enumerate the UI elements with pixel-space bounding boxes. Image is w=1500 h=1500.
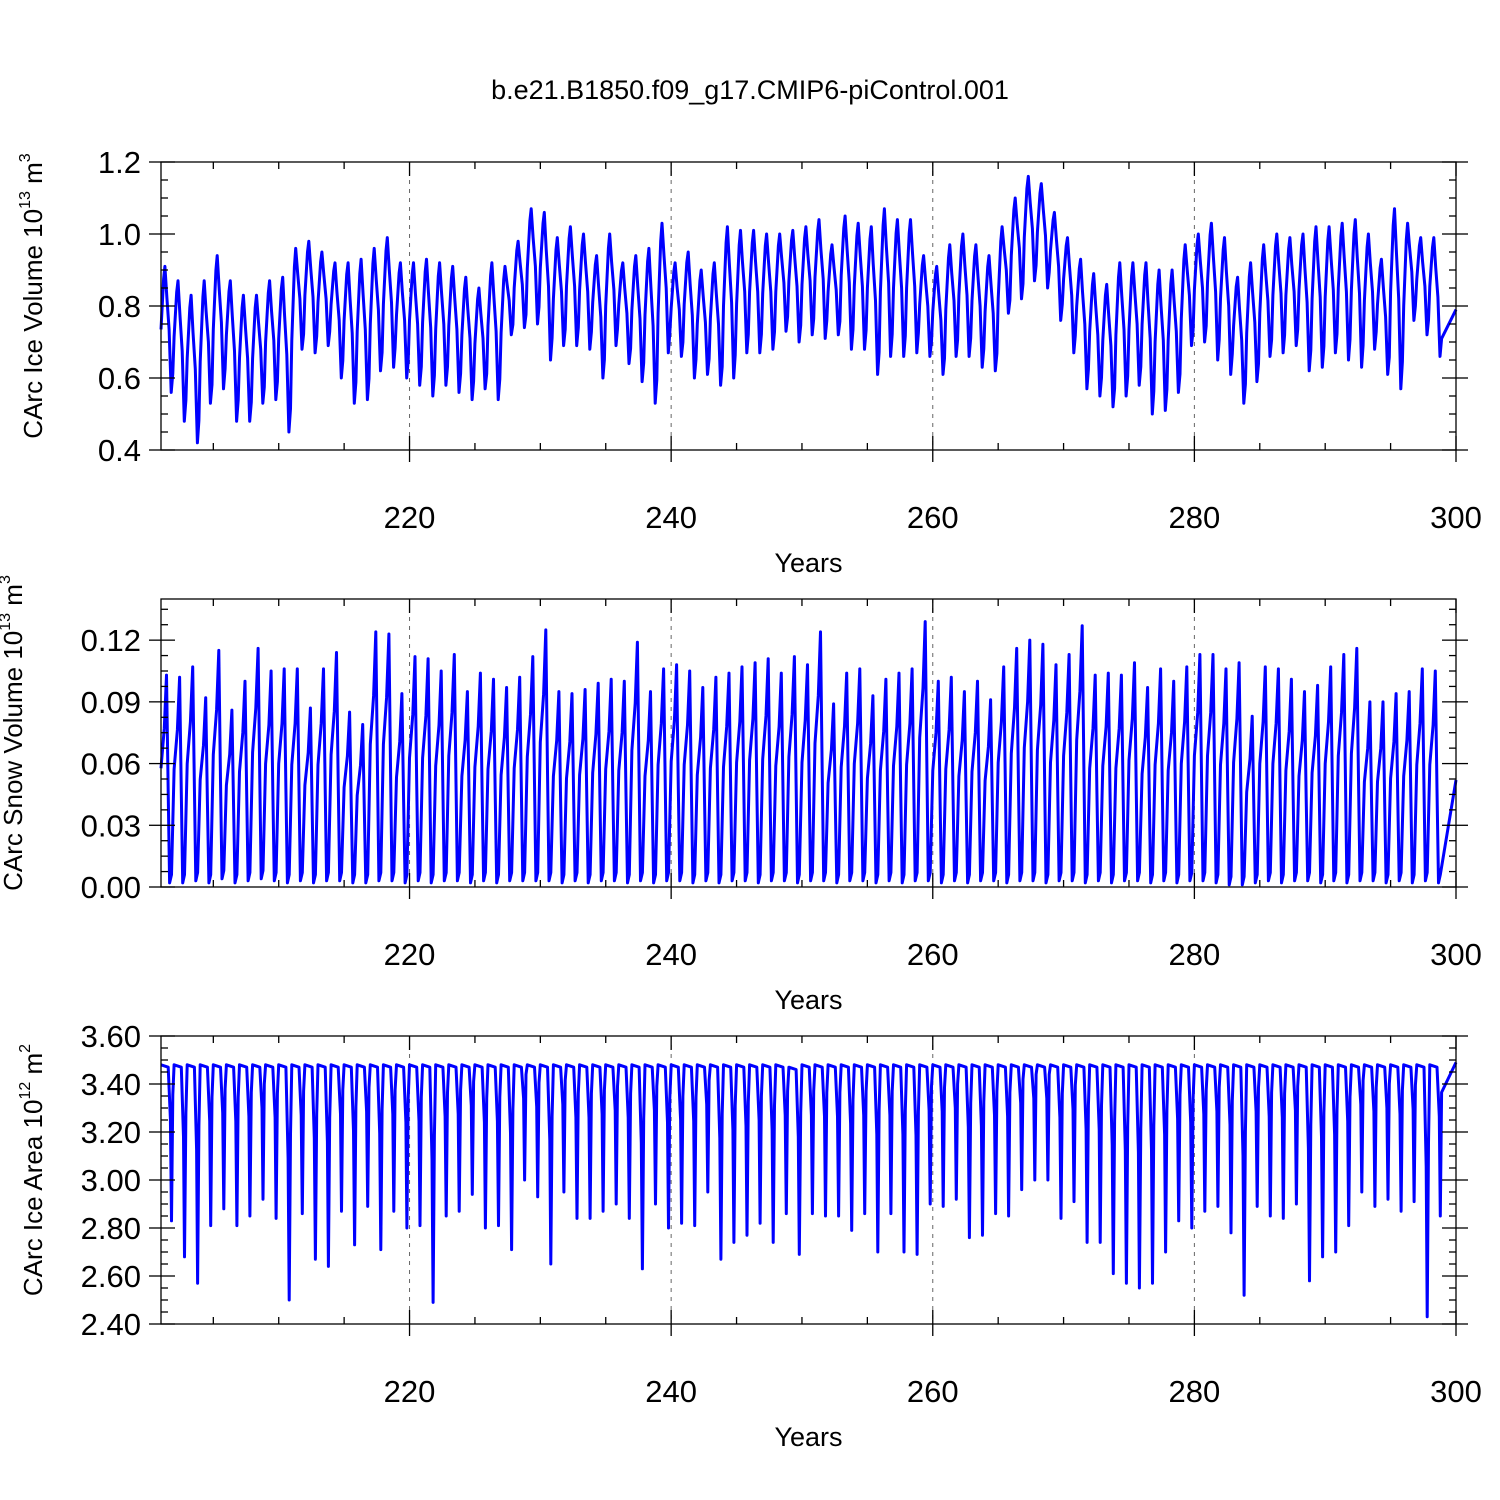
panel-ice-volume: 220 240 260 280 300 0.4 0.6 0.8 1.0 1.2 Years CArc … bbox=[17, 145, 1482, 578]
y-label-unit: m bbox=[18, 162, 48, 191]
y-tick-label: 3.60 bbox=[81, 1019, 141, 1054]
y-axis-label: CArc Snow Volume 1013 m3 bbox=[0, 575, 28, 891]
y-tick-label: 0.06 bbox=[81, 747, 141, 782]
x-tick-label: 280 bbox=[1169, 1374, 1221, 1409]
x-tick-label: 240 bbox=[645, 1374, 697, 1409]
x-tick-label: 240 bbox=[645, 500, 697, 535]
y-label-main: CArc Snow Volume 10 bbox=[0, 631, 28, 891]
y-tick-label: 3.40 bbox=[81, 1067, 141, 1102]
x-tick-label: 220 bbox=[384, 500, 436, 535]
y-axis-label: CArc Ice Area 1012 m2 bbox=[17, 1044, 48, 1296]
x-axis-label: Years bbox=[774, 548, 842, 578]
x-tick-label: 300 bbox=[1430, 937, 1482, 972]
y-label-unit-exp: 3 bbox=[0, 575, 14, 584]
plot-frame bbox=[160, 161, 1457, 451]
x-axis-label: Years bbox=[774, 985, 842, 1015]
series-line bbox=[159, 620, 1458, 887]
y-label-exp: 13 bbox=[17, 191, 34, 209]
x-tick-label: 220 bbox=[384, 937, 436, 972]
y-tick-label: 1.2 bbox=[98, 145, 141, 180]
x-tick-label: 260 bbox=[907, 500, 959, 535]
y-tick-label: 0.03 bbox=[81, 808, 141, 843]
x-tick-label: 220 bbox=[384, 1374, 436, 1409]
y-tick-label: 3.00 bbox=[81, 1163, 141, 1198]
panel-snow-volume: 220 240 260 280 300 0.00 0.03 0.06 0.09 0.12 Years… bbox=[0, 575, 1482, 1015]
y-label-unit-exp: 3 bbox=[17, 153, 34, 162]
y-tick-label: 1.0 bbox=[98, 217, 141, 252]
series-line bbox=[160, 1061, 1458, 1319]
x-tick-label: 260 bbox=[907, 1374, 959, 1409]
y-label-unit-exp: 2 bbox=[17, 1044, 34, 1053]
series-line bbox=[159, 174, 1458, 445]
x-tick-label: 300 bbox=[1430, 500, 1482, 535]
x-tick-label: 280 bbox=[1169, 937, 1221, 972]
figure-title: b.e21.B1850.f09_g17.CMIP6-piControl.001 bbox=[491, 75, 1009, 105]
y-tick-label: 2.40 bbox=[81, 1307, 141, 1342]
x-tick-label: 240 bbox=[645, 937, 697, 972]
x-tick-label: 260 bbox=[907, 937, 959, 972]
y-axis-label: CArc Ice Volume 1013 m3 bbox=[17, 153, 48, 438]
panel-ice-area: 220 240 260 280 300 2.40 2.60 2.80 3.00 3.20 3.40 3… bbox=[17, 1019, 1482, 1452]
y-tick-label: 0.09 bbox=[81, 685, 141, 720]
y-tick-label: 0.00 bbox=[81, 870, 141, 905]
y-label-main: CArc Ice Volume 10 bbox=[18, 209, 48, 439]
y-label-exp: 12 bbox=[17, 1082, 34, 1100]
y-tick-label: 0.12 bbox=[81, 623, 141, 658]
y-label-exp: 13 bbox=[0, 613, 14, 631]
y-tick-label: 2.60 bbox=[81, 1259, 141, 1294]
y-tick-label: 0.8 bbox=[98, 289, 141, 324]
plot-frame bbox=[160, 598, 1457, 888]
y-tick-label: 0.6 bbox=[98, 361, 141, 396]
y-tick-label: 0.4 bbox=[98, 433, 141, 468]
x-tick-label: 280 bbox=[1169, 500, 1221, 535]
y-tick-label: 2.80 bbox=[81, 1211, 141, 1246]
x-axis-label: Years bbox=[774, 1422, 842, 1452]
y-label-unit: m bbox=[0, 584, 28, 613]
y-tick-label: 3.20 bbox=[81, 1115, 141, 1150]
y-label-unit: m bbox=[18, 1053, 48, 1082]
x-tick-label: 300 bbox=[1430, 1374, 1482, 1409]
y-label-main: CArc Ice Area 10 bbox=[18, 1100, 48, 1297]
